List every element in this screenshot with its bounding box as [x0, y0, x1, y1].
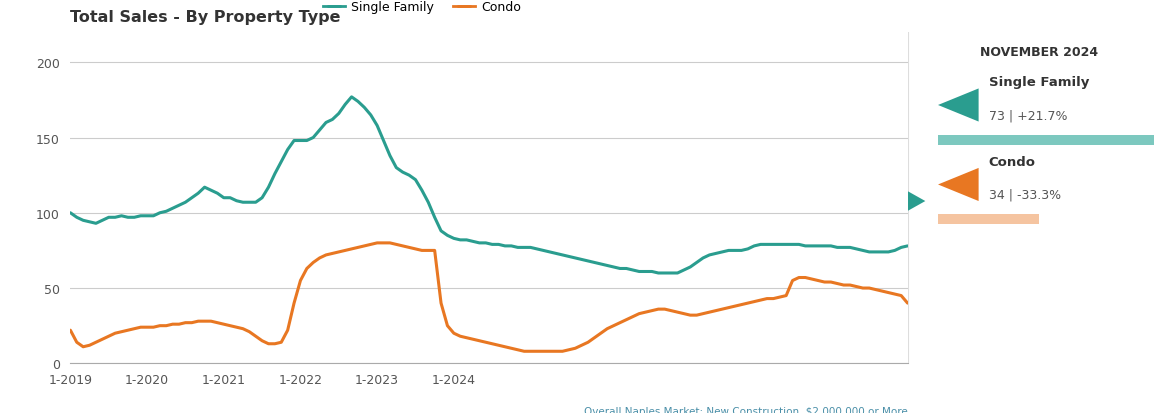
Bar [938, 135, 1154, 145]
Polygon shape [908, 192, 925, 211]
Text: Overall Naples Market: New Construction, $2,000,000 or More: Overall Naples Market: New Construction,… [584, 406, 908, 413]
Polygon shape [938, 89, 978, 122]
Text: Total Sales - By Property Type: Total Sales - By Property Type [70, 10, 341, 25]
Polygon shape [938, 169, 978, 202]
Text: Condo: Condo [989, 155, 1036, 168]
Text: NOVEMBER 2024: NOVEMBER 2024 [981, 46, 1099, 59]
Bar [938, 215, 1039, 225]
Text: Single Family: Single Family [989, 76, 1090, 89]
Text: 34 | -33.3%: 34 | -33.3% [989, 188, 1060, 201]
Legend: Single Family, Condo: Single Family, Condo [318, 0, 527, 19]
Text: 73 | +21.7%: 73 | +21.7% [989, 109, 1067, 122]
